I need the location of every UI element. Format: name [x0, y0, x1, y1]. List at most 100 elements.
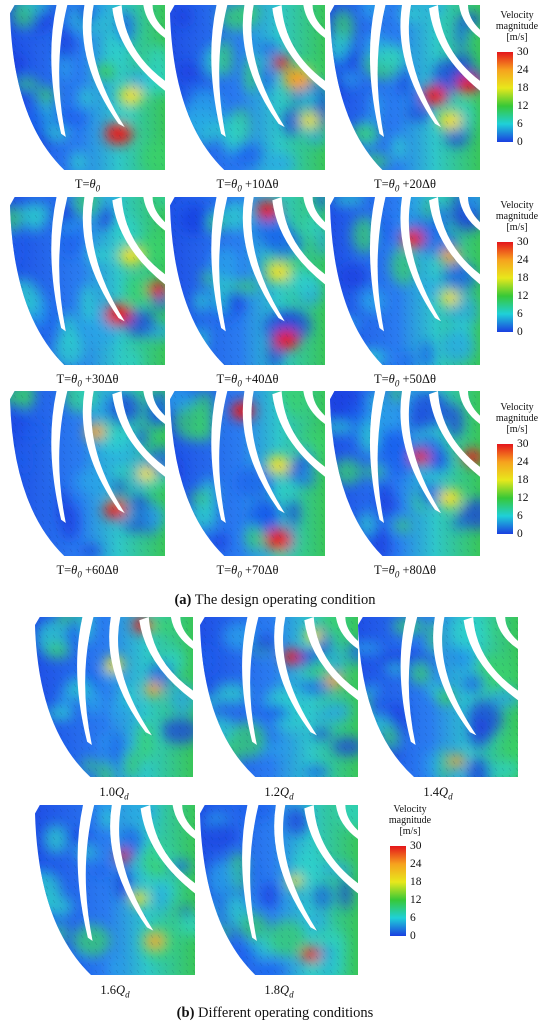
- legend-tick: 0: [517, 528, 523, 540]
- legend-row-1: Velocity magnitude [m/s] 30 24 18 12 6 0: [487, 10, 549, 160]
- legend-tick: 6: [410, 912, 416, 924]
- legend-title-line1: Velocity: [500, 10, 534, 21]
- legend-tick: 18: [410, 876, 422, 888]
- contour-a-4: [10, 197, 165, 365]
- label-suffix: +60Δθ: [81, 563, 119, 577]
- legend-tick: 0: [517, 136, 523, 148]
- label-sub: d: [125, 989, 130, 1000]
- contour-b-2: [200, 617, 358, 777]
- label-prefix: T=: [373, 372, 389, 386]
- legend-colorbar: [497, 242, 513, 332]
- legend-tick: 0: [410, 930, 416, 942]
- label-theta: θ: [231, 563, 238, 577]
- label-sub: 0: [237, 569, 242, 580]
- legend-row-2: Velocity magnitude [m/s] 30 24 18 12 6 0: [487, 200, 549, 350]
- legend-title-line1: Velocity: [500, 200, 534, 211]
- label-prefix: T=: [56, 563, 72, 577]
- contour-b-5: [200, 805, 358, 975]
- legend-tick: 6: [517, 118, 523, 130]
- legend-title: Velocity magnitude [m/s]: [487, 10, 547, 43]
- label-a-8: T=θ0 +70Δθ: [188, 563, 308, 580]
- label-theta: θ: [388, 177, 395, 191]
- label-theta: θ: [71, 563, 78, 577]
- legend-tick: 0: [517, 326, 523, 338]
- label-a-3: T=θ0 +20Δθ: [345, 177, 465, 194]
- label-suffix: +50Δθ: [399, 372, 437, 386]
- label-a-5: T=θ0 +40Δθ: [188, 372, 308, 389]
- label-suffix: +40Δθ: [241, 372, 279, 386]
- label-num: 1.6: [100, 983, 117, 997]
- legend-title-line2: magnitude: [495, 413, 539, 424]
- label-num: 1.0: [99, 785, 116, 799]
- label-num: 1.8: [264, 983, 281, 997]
- contour-a-3: [330, 5, 480, 170]
- label-q: Q: [280, 983, 290, 997]
- label-sub: 0: [394, 183, 400, 194]
- label-sub: 0: [394, 378, 400, 389]
- label-prefix: T=: [216, 563, 232, 577]
- label-suffix: +10Δθ: [241, 177, 279, 191]
- legend-unit: [m/s]: [399, 826, 421, 837]
- caption-a: (a) The design operating condition: [0, 592, 550, 609]
- contour-b-3: [358, 617, 518, 777]
- legend-unit: [m/s]: [506, 424, 528, 435]
- legend-b: Velocity magnitude [m/s] 30 24 18 12 6 0: [380, 804, 442, 954]
- contour-a-8: [170, 391, 325, 556]
- legend-colorbar: [497, 52, 513, 142]
- legend-row-3: Velocity magnitude [m/s] 30 24 18 12 6 0: [487, 402, 549, 552]
- legend-title: Velocity magnitude [m/s]: [380, 804, 440, 837]
- label-sub: d: [289, 791, 294, 802]
- legend-unit: [m/s]: [506, 222, 528, 233]
- legend-tick: 24: [517, 64, 529, 76]
- label-theta: θ: [231, 372, 238, 386]
- label-a-7: T=θ0 +60Δθ: [28, 563, 148, 580]
- label-sub: 0: [95, 183, 101, 194]
- legend-tick: 24: [517, 456, 529, 468]
- legend-tick: 12: [410, 894, 422, 906]
- contour-a-5: [170, 197, 325, 365]
- contour-a-6: [330, 197, 480, 365]
- label-q: Q: [115, 785, 125, 799]
- label-prefix: T=: [373, 563, 389, 577]
- label-a-1: T=θ0: [28, 177, 148, 194]
- contour-b-1: [35, 617, 193, 777]
- legend-tick: 30: [517, 438, 529, 450]
- contour-a-7: [10, 391, 165, 556]
- label-num: 1.4: [423, 785, 440, 799]
- label-a-4: T=θ0 +30Δθ: [28, 372, 148, 389]
- label-b-2: 1.2Qd: [239, 785, 319, 802]
- label-theta: θ: [89, 177, 96, 191]
- legend-tick: 6: [517, 510, 523, 522]
- label-prefix: T=: [216, 177, 232, 191]
- label-theta: θ: [388, 372, 395, 386]
- legend-tick: 18: [517, 82, 529, 94]
- legend-title-line2: magnitude: [495, 21, 539, 32]
- label-prefix: T=: [74, 177, 90, 191]
- caption-a-text: The design operating condition: [191, 592, 376, 608]
- label-a-6: T=θ0 +50Δθ: [345, 372, 465, 389]
- legend-unit: [m/s]: [506, 32, 528, 43]
- legend-tick: 12: [517, 100, 529, 112]
- legend-title-line2: magnitude: [495, 211, 539, 222]
- caption-a-letter: (a): [174, 592, 192, 608]
- label-theta: θ: [231, 177, 238, 191]
- label-sub: 0: [77, 378, 82, 389]
- legend-title-line1: Velocity: [393, 804, 427, 815]
- label-sub: 0: [237, 378, 242, 389]
- legend-tick: 24: [410, 858, 422, 870]
- label-prefix: T=: [216, 372, 232, 386]
- legend-tick: 12: [517, 492, 529, 504]
- label-prefix: T=: [373, 177, 389, 191]
- label-suffix: +20Δθ: [399, 177, 437, 191]
- label-sub: d: [289, 989, 294, 1000]
- label-sub: 0: [237, 183, 242, 194]
- label-b-5: 1.8Qd: [239, 983, 319, 1000]
- contour-b-4: [35, 805, 195, 975]
- label-b-3: 1.4Qd: [398, 785, 478, 802]
- label-suffix: +30Δθ: [81, 372, 119, 386]
- legend-tick: 30: [517, 236, 529, 248]
- label-a-9: T=θ0 +80Δθ: [345, 563, 465, 580]
- label-theta: θ: [71, 372, 78, 386]
- legend-tick: 30: [517, 46, 529, 58]
- label-q: Q: [116, 983, 126, 997]
